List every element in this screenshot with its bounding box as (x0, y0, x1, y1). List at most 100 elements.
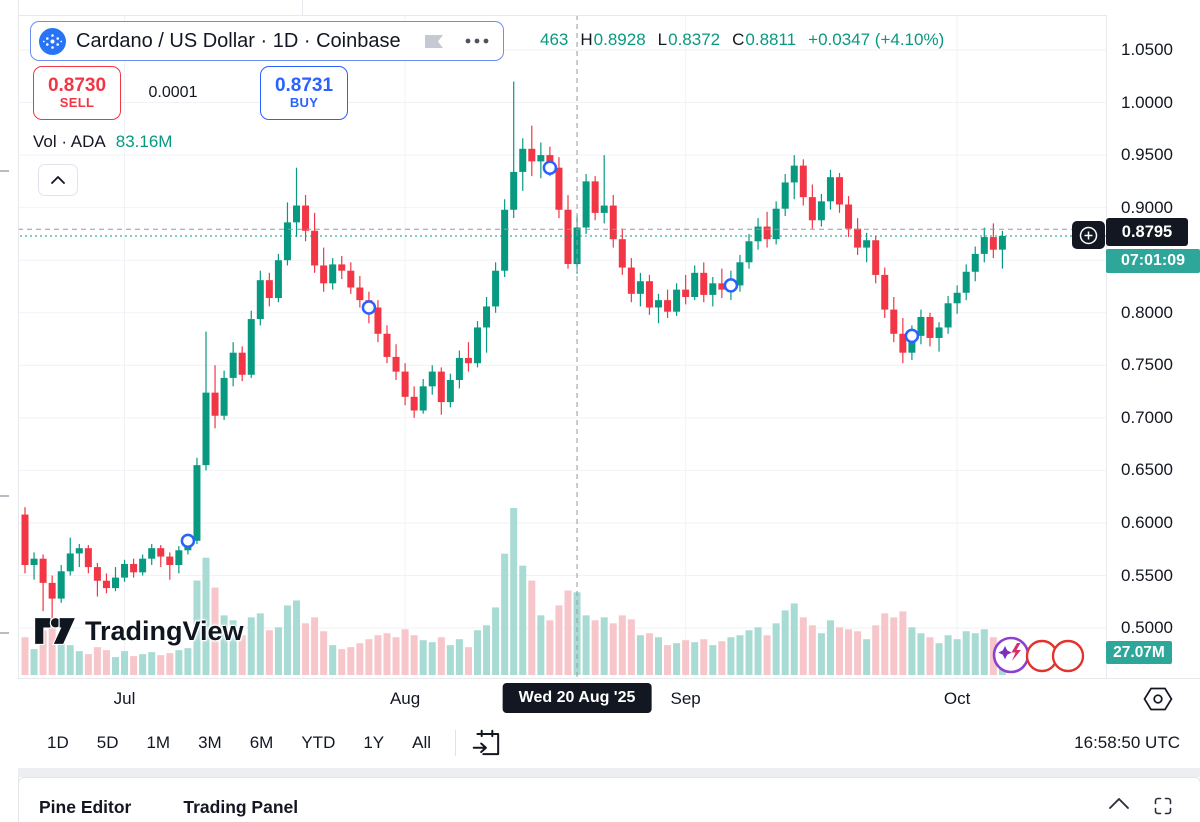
candle-body (682, 289, 690, 297)
volume-bar (763, 635, 771, 675)
volume-bar (980, 629, 988, 675)
volume-bar (410, 635, 418, 675)
candle-body (302, 205, 310, 231)
candle-body (989, 237, 997, 250)
event-marker-circle[interactable] (180, 533, 196, 549)
collapse-legend-button[interactable] (38, 164, 78, 196)
sell-price: 0.8730 (47, 74, 107, 96)
price-tick-label: 1.0000 (1121, 92, 1173, 112)
event-marker-circle[interactable] (361, 300, 377, 315)
volume-bar (293, 600, 300, 675)
crosshair-price-badge: 0.8795 (1106, 218, 1188, 246)
range-1d[interactable]: 1D (47, 733, 69, 752)
volume-bar (247, 617, 255, 675)
range-all[interactable]: All (412, 733, 432, 752)
candle-body (736, 262, 744, 286)
buy-label: BUY (289, 95, 319, 111)
range-6m[interactable]: 6M (249, 733, 274, 752)
time-axis-label-jul: Jul (113, 689, 136, 708)
candle-body (39, 558, 47, 583)
volume-bar (347, 647, 355, 675)
tab-trading-panel[interactable]: Trading Panel (183, 796, 299, 817)
volume-bar (971, 633, 979, 675)
flag-symbol-icon[interactable] (424, 34, 443, 48)
volume-bar (700, 639, 708, 675)
candle-body (944, 303, 952, 328)
volume-bar (808, 625, 816, 675)
price-axis[interactable]: 1.05001.00000.95000.90000.85000.80000.75… (1106, 15, 1200, 678)
pane-settings-hexagon-icon[interactable] (1142, 685, 1174, 713)
volume-bar (790, 603, 798, 675)
buy-button[interactable]: 0.8731 BUY (260, 66, 348, 120)
candle-body (600, 205, 608, 213)
candle-body (274, 260, 282, 299)
candle-body (75, 548, 83, 554)
gutter-tick (0, 495, 9, 497)
volume-bar (211, 587, 219, 675)
volume-bar (582, 615, 590, 675)
volume-bar (817, 633, 825, 675)
volume-indicator-legend[interactable]: Vol · ADA 83.16M (33, 132, 172, 152)
volume-bar (510, 508, 518, 675)
candle-body (817, 201, 825, 221)
volume-bar (464, 647, 472, 675)
symbol-button[interactable]: Cardano / US Dollar · 1D · Coinbase (30, 21, 504, 61)
go-to-date-icon[interactable] (470, 726, 504, 760)
volume-bar (365, 639, 373, 675)
candle-body (863, 240, 871, 248)
range-ytd[interactable]: YTD (301, 733, 336, 752)
price-tick-label: 0.9000 (1121, 197, 1173, 217)
open-value-partial: 463 (540, 30, 569, 49)
candlestick-chart[interactable] (0, 15, 1106, 678)
event-marker-circle[interactable] (542, 160, 558, 175)
candle-body (781, 182, 789, 209)
event-marker-circle[interactable] (904, 328, 920, 344)
price-tick-label: 0.7500 (1121, 355, 1173, 375)
panel-maximize-icon[interactable] (1152, 796, 1174, 816)
candle-body (709, 283, 717, 295)
tab-pine-editor[interactable]: Pine Editor (39, 796, 132, 817)
volume-bar (519, 565, 527, 675)
tradingview-logo-icon (34, 616, 76, 645)
volume-bar (537, 615, 545, 675)
range-3m[interactable]: 3M (198, 733, 222, 752)
candle-body (899, 333, 907, 353)
range-1y[interactable]: 1Y (363, 733, 385, 752)
range-1m[interactable]: 1M (146, 733, 171, 752)
volume-bar (673, 643, 681, 675)
candle-body (881, 274, 889, 310)
volume-bar (682, 640, 690, 675)
volume-bar (501, 553, 509, 675)
volume-bar (781, 610, 789, 675)
time-axis[interactable]: Jul Aug Sep Oct Wed 20 Aug '25 (18, 678, 1200, 720)
candle-body (917, 316, 925, 336)
candle-body (148, 548, 156, 559)
volume-bar (836, 627, 843, 675)
trade-buttons-row: 0.8730 SELL 0.0001 0.8731 BUY (33, 66, 348, 120)
volume-bar (148, 652, 156, 675)
sell-button[interactable]: 0.8730 SELL (33, 66, 121, 120)
add-alert-plus-button[interactable] (1072, 221, 1105, 249)
volume-bar (691, 642, 699, 675)
volume-bar (727, 637, 735, 675)
candle-body (763, 226, 771, 240)
panel-chevron-up-icon[interactable] (1108, 796, 1130, 810)
volume-bar (772, 623, 780, 675)
volume-bar (709, 645, 717, 675)
candle-body (772, 208, 780, 240)
volume-bar (256, 613, 264, 675)
candle-body (265, 280, 273, 299)
event-icons-cluster[interactable] (990, 634, 1085, 678)
more-options-icon[interactable] (465, 38, 489, 44)
event-marker-circle[interactable] (723, 278, 739, 293)
candle-body (347, 270, 355, 288)
price-tick-label: 0.6500 (1121, 460, 1173, 480)
candle-body (645, 281, 653, 308)
clock-utc[interactable]: 16:58:50 UTC (1074, 733, 1180, 752)
candle-body (483, 306, 491, 328)
candle-body (790, 165, 798, 183)
candle-body (962, 271, 970, 293)
price-tick-label: 0.9500 (1121, 145, 1173, 165)
range-5d[interactable]: 5D (96, 733, 119, 752)
volume-bar (890, 617, 898, 675)
